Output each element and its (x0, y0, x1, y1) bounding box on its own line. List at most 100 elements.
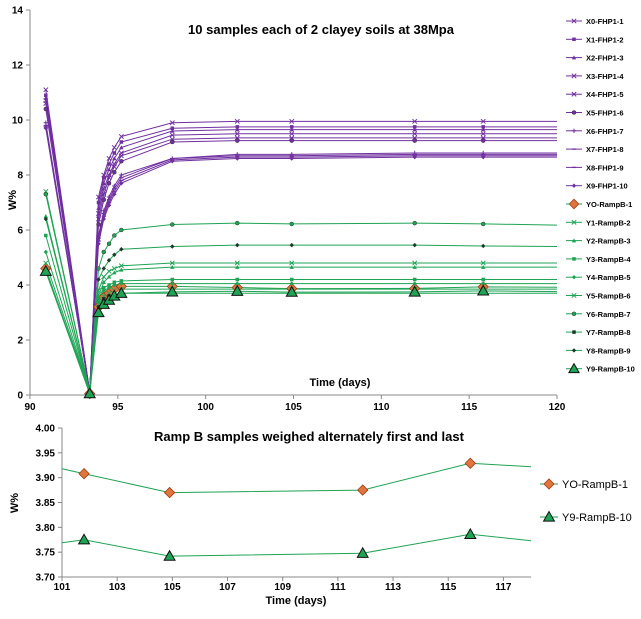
legend-item: X9-FHP1-10 (566, 182, 628, 191)
series-YO-RampB-1 (62, 458, 531, 498)
data-point (119, 159, 123, 163)
data-point (44, 234, 48, 238)
legend-label: X9-FHP1-10 (586, 182, 628, 191)
legend-item: Y2-RampB-3 (566, 237, 631, 246)
legend-item: Y6-RampB-7 (566, 310, 631, 319)
legend-item: X7-FHP1-8 (566, 145, 624, 154)
data-point (358, 485, 368, 495)
series-line (46, 216, 557, 392)
legend-item: X2-FHP1-3 (566, 54, 624, 63)
legend-label: X5-FHP1-6 (586, 109, 624, 118)
legend-label: Y5-RampB-6 (586, 292, 631, 301)
series-line (46, 126, 557, 393)
data-point (112, 266, 116, 270)
chart-title: Ramp B samples weighed alternately first… (154, 429, 465, 444)
x-tick-label: 110 (373, 402, 390, 413)
data-point (481, 222, 485, 226)
data-point (107, 156, 111, 160)
legend-label: YO-RampB-1 (562, 479, 628, 491)
legend-label: X6-FHP1-7 (586, 127, 624, 136)
data-point (44, 192, 48, 196)
data-point (572, 129, 576, 133)
series-line (46, 95, 557, 392)
series-line (46, 123, 557, 393)
data-point (481, 139, 485, 143)
legend-item: Y9-RampB-10 (540, 512, 632, 524)
series-Y9-RampB-10 (62, 529, 531, 560)
chart-main: 10 samples each of 2 clayey soils at 38M… (7, 6, 635, 414)
x-tick-label: 103 (109, 582, 126, 593)
y-tick-label: 3.85 (36, 498, 56, 509)
data-point (120, 140, 124, 144)
legend-item: X5-FHP1-6 (566, 109, 624, 118)
legend-label: Y1-RampB-2 (586, 218, 631, 227)
data-point (413, 243, 417, 247)
data-point (170, 223, 174, 227)
series-Y3-RampB-4 (46, 236, 557, 393)
data-point (290, 222, 294, 226)
series-markers-X3-FHP1-4 (44, 99, 486, 395)
data-point (481, 278, 485, 282)
data-point (290, 139, 294, 143)
data-point (113, 151, 117, 155)
chart-title: 10 samples each of 2 clayey soils at 38M… (188, 22, 455, 37)
data-point (102, 176, 106, 180)
data-point (236, 278, 240, 282)
legend-label: Y8-RampB-9 (586, 346, 631, 355)
data-point (413, 278, 417, 282)
y-tick-label: 3.80 (36, 523, 56, 534)
y-tick-label: 3.70 (36, 573, 56, 584)
series-X8-FHP1-9 (46, 127, 557, 392)
data-point (97, 223, 101, 227)
x-tick-label: 115 (461, 402, 478, 413)
series-Y4-RampB-5 (46, 252, 557, 392)
y-tick-label: 3.90 (36, 473, 56, 484)
legend-item: X8-FHP1-9 (566, 163, 624, 172)
data-point (413, 221, 417, 225)
legend-item: X1-FHP1-2 (566, 35, 624, 44)
data-point (170, 140, 174, 144)
legend-label: X3-FHP1-4 (586, 72, 624, 81)
legend-item: X6-FHP1-7 (566, 127, 624, 136)
data-point (164, 487, 174, 497)
data-point (572, 184, 576, 188)
legend-label: YO-RampB-1 (586, 200, 632, 209)
series-X7-FHP1-8 (46, 126, 557, 393)
data-point (572, 312, 576, 316)
legend-label: Y3-RampB-4 (586, 255, 631, 264)
series-markers-X5-FHP1-6 (44, 107, 485, 394)
series-markers-Y5-RampB-6 (44, 261, 486, 395)
y-tick-label: 3.95 (36, 448, 56, 459)
data-point (107, 269, 111, 273)
series-line (46, 101, 557, 393)
y-tick-label: 8 (17, 171, 23, 182)
x-tick-label: 109 (274, 582, 291, 593)
data-point (170, 244, 174, 248)
data-point (572, 38, 576, 42)
legend-label: X8-FHP1-9 (586, 163, 624, 172)
x-tick-label: 107 (219, 582, 236, 593)
x-tick-label: 101 (54, 582, 71, 593)
series-markers-Y3-RampB-4 (44, 234, 485, 394)
data-point (102, 275, 106, 279)
x-tick-label: 115 (440, 582, 457, 593)
x-tick-label: 95 (112, 402, 124, 413)
series-Y8-RampB-9 (46, 219, 557, 392)
data-point (235, 221, 239, 225)
data-point (569, 364, 579, 373)
chart-ramp-b: Ramp B samples weighed alternately first… (9, 424, 632, 608)
legend-label: Y6-RampB-7 (586, 310, 631, 319)
series-line (46, 127, 557, 392)
y-axis-label: W% (9, 493, 21, 513)
data-point (97, 267, 101, 271)
data-point (569, 199, 579, 209)
legend-label: X4-FHP1-5 (586, 90, 624, 99)
legend-item: X3-FHP1-4 (566, 72, 624, 81)
legend-item: Y1-RampB-2 (566, 218, 631, 227)
y-tick-label: 12 (12, 61, 24, 72)
legend-label: X2-FHP1-3 (586, 54, 624, 63)
data-point (107, 242, 111, 246)
data-point (171, 278, 175, 282)
data-point (119, 228, 123, 232)
